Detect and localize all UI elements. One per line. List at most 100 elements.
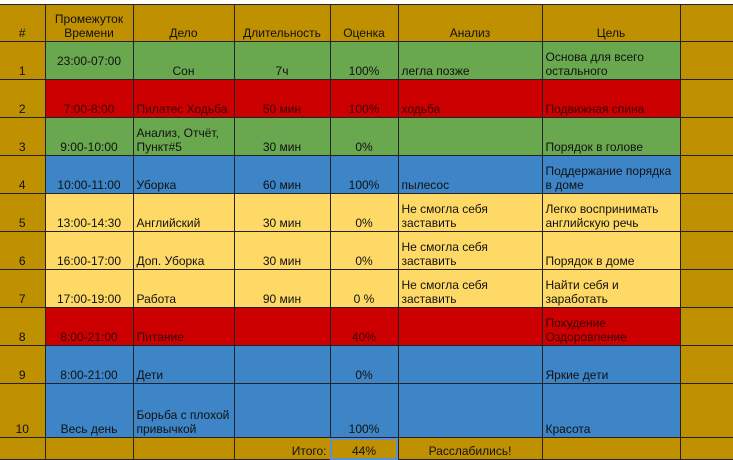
empty-cell[interactable] [679,345,733,384]
table-row: 10 Весь день Борьба с плохой привычкой 100%… [0,383,733,438]
cell-goal[interactable]: Яркие дети [541,345,681,384]
cell-duration[interactable]: 30 мин [233,231,331,270]
cell-analysis[interactable] [397,383,543,438]
empty-cell[interactable] [541,437,681,460]
cell-score[interactable]: 0 % [329,269,399,308]
cell-score[interactable]: 100% [329,41,399,80]
empty-cell[interactable] [679,437,733,460]
cell-task[interactable]: Сон [132,41,235,80]
header-time[interactable]: Промежуток Времени [44,4,134,42]
table-row: 9 8:00-21:00 Дети 0% Яркие дети [0,345,733,384]
cell-goal[interactable]: Порядок в доме [541,231,681,270]
cell-duration[interactable] [233,383,331,438]
header-num[interactable]: # [0,4,46,42]
cell-analysis[interactable]: Не смогла себя заставить [397,231,543,270]
cell-goal[interactable]: Основа для всего остального [541,41,681,80]
cell-duration[interactable] [233,345,331,384]
cell-number[interactable]: 5 [0,193,46,232]
cell-score[interactable]: 40% [329,307,399,346]
cell-time[interactable]: Весь день [44,383,134,438]
cell-number[interactable]: 4 [0,155,46,194]
cell-number[interactable]: 8 [0,307,46,346]
cell-duration[interactable]: 7ч [233,41,331,80]
empty-cell[interactable] [679,79,733,118]
cell-analysis[interactable] [397,117,543,156]
cell-analysis[interactable] [397,307,543,346]
cell-time[interactable]: 23:00-07:00 [44,41,134,80]
cell-analysis[interactable]: Не смогла себя заставить [397,269,543,308]
cell-goal[interactable]: Подвижная спина [541,79,681,118]
total-comment[interactable]: Расслабились! [397,437,543,460]
cell-time[interactable]: 8:00-21:00 [44,345,134,384]
cell-goal[interactable]: Найти себя и заработать [541,269,681,308]
cell-number[interactable]: 3 [0,117,46,156]
cell-time[interactable]: 10:00-11:00 [44,155,134,194]
cell-task[interactable]: Работа [132,269,235,308]
cell-task[interactable]: Дети [132,345,235,384]
cell-time[interactable]: 17:00-19:00 [44,269,134,308]
cell-duration[interactable]: 50 мин [233,79,331,118]
cell-time[interactable]: 9:00-10:00 [44,117,134,156]
header-duration[interactable]: Длительность [233,4,331,42]
cell-number[interactable]: 10 [0,383,46,438]
cell-analysis[interactable]: легла позже [397,41,543,80]
cell-duration[interactable]: 60 мин [233,155,331,194]
cell-analysis[interactable]: ходьба [397,79,543,118]
cell-duration[interactable]: 30 мин [233,193,331,232]
header-goal[interactable]: Цель [541,4,681,42]
total-row: Итого: 44% Расслабились! [0,437,733,460]
empty-cell[interactable] [679,117,733,156]
cell-score[interactable]: 0% [329,117,399,156]
empty-cell[interactable] [679,193,733,232]
cell-score[interactable]: 0% [329,231,399,270]
empty-cell[interactable] [679,307,733,346]
empty-cell[interactable] [679,269,733,308]
cell-goal[interactable]: Поддержание порядка в доме [541,155,681,194]
cell-analysis[interactable]: пылесос [397,155,543,194]
total-score-cell-selected[interactable]: 44% [329,437,399,460]
cell-analysis[interactable] [397,345,543,384]
cell-task[interactable]: Анализ, Отчёт, Пункт#5 [132,117,235,156]
cell-task[interactable]: Питание [132,307,235,346]
cell-analysis[interactable]: Не смогла себя заставить [397,193,543,232]
cell-duration[interactable] [233,307,331,346]
cell-number[interactable]: 7 [0,269,46,308]
cell-number[interactable]: 2 [0,79,46,118]
header-analysis[interactable]: Анализ [397,4,543,42]
cell-goal[interactable]: Похудение Оздоровление [541,307,681,346]
cell-score[interactable]: 100% [329,79,399,118]
empty-cell[interactable] [0,437,46,460]
cell-score[interactable]: 100% [329,155,399,194]
cell-score[interactable]: 0% [329,345,399,384]
cell-task[interactable]: Доп. Уборка [132,231,235,270]
cell-time[interactable]: 16:00-17:00 [44,231,134,270]
cell-score[interactable]: 0% [329,193,399,232]
empty-cell[interactable] [679,383,733,438]
empty-cell[interactable] [679,155,733,194]
cell-score[interactable]: 100% [329,383,399,438]
cell-goal[interactable]: Порядок в голове [541,117,681,156]
cell-time[interactable]: 7:00-8:00 [44,79,134,118]
cell-duration[interactable]: 90 мин [233,269,331,308]
empty-cell[interactable] [679,41,733,80]
cell-task[interactable]: Борьба с плохой привычкой [132,383,235,438]
header-score[interactable]: Оценка [329,4,399,42]
cell-goal[interactable]: Легко воспринимать английскую речь [541,193,681,232]
empty-cell[interactable] [679,231,733,270]
cell-duration[interactable]: 30 мин [233,117,331,156]
cell-number[interactable]: 6 [0,231,46,270]
empty-cell[interactable] [679,4,733,42]
cell-goal[interactable]: Красота [541,383,681,438]
total-label[interactable]: Итого: [233,437,331,460]
cell-time[interactable]: 8:00-21:00 [44,307,134,346]
table-row: 6 16:00-17:00 Доп. Уборка 30 мин 0% Не смогла… [0,231,733,270]
cell-task[interactable]: Английский [132,193,235,232]
cell-time[interactable]: 13:00-14:30 [44,193,134,232]
header-task[interactable]: Дело [132,4,235,42]
cell-number[interactable]: 9 [0,345,46,384]
empty-cell[interactable] [44,437,134,460]
empty-cell[interactable] [132,437,235,460]
cell-number[interactable]: 1 [0,41,46,80]
cell-task[interactable]: Уборка [132,155,235,194]
cell-task[interactable]: Пилатес Ходьба [132,79,235,118]
